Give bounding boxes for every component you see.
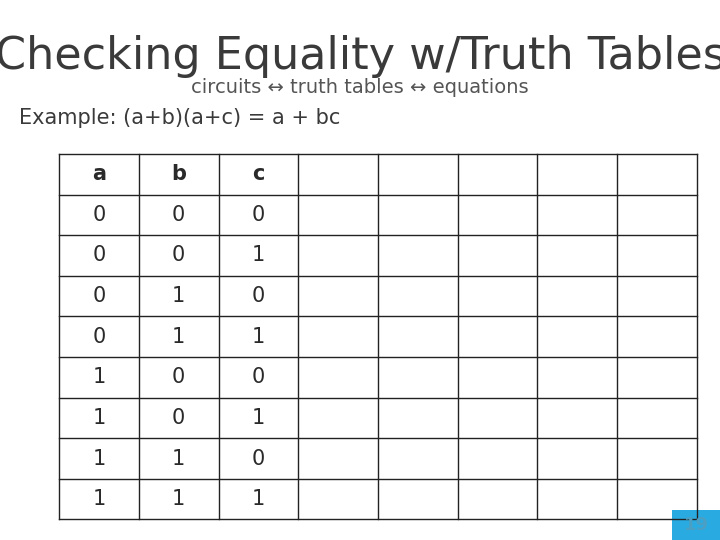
Text: 1: 1 <box>252 246 265 266</box>
Text: 1: 1 <box>172 286 185 306</box>
Text: 0: 0 <box>252 449 265 469</box>
Text: 1: 1 <box>172 449 185 469</box>
Text: 0: 0 <box>172 205 185 225</box>
Text: 0: 0 <box>92 286 106 306</box>
Text: Checking Equality w/Truth Tables: Checking Equality w/Truth Tables <box>0 35 720 78</box>
Text: 19: 19 <box>683 516 708 534</box>
Text: 1: 1 <box>252 327 265 347</box>
Text: 1: 1 <box>92 408 106 428</box>
Text: 1: 1 <box>172 327 185 347</box>
Text: 0: 0 <box>172 246 185 266</box>
Text: 1: 1 <box>252 489 265 509</box>
Text: 0: 0 <box>252 205 265 225</box>
Text: a: a <box>92 164 106 184</box>
Text: 1: 1 <box>252 408 265 428</box>
Text: 0: 0 <box>252 286 265 306</box>
Text: 0: 0 <box>92 205 106 225</box>
Text: c: c <box>252 164 264 184</box>
Text: 1: 1 <box>92 449 106 469</box>
Bar <box>672 510 720 540</box>
Text: 1: 1 <box>92 367 106 387</box>
Text: b: b <box>171 164 186 184</box>
Text: Example: (a+b)(a+c) = a + bc: Example: (a+b)(a+c) = a + bc <box>19 108 341 128</box>
Text: 0: 0 <box>92 327 106 347</box>
Text: 0: 0 <box>172 367 185 387</box>
Text: 1: 1 <box>172 489 185 509</box>
Text: 0: 0 <box>252 367 265 387</box>
Text: 1: 1 <box>92 489 106 509</box>
Text: 0: 0 <box>92 246 106 266</box>
Text: circuits ↔ truth tables ↔ equations: circuits ↔ truth tables ↔ equations <box>192 78 528 97</box>
Text: 0: 0 <box>172 408 185 428</box>
